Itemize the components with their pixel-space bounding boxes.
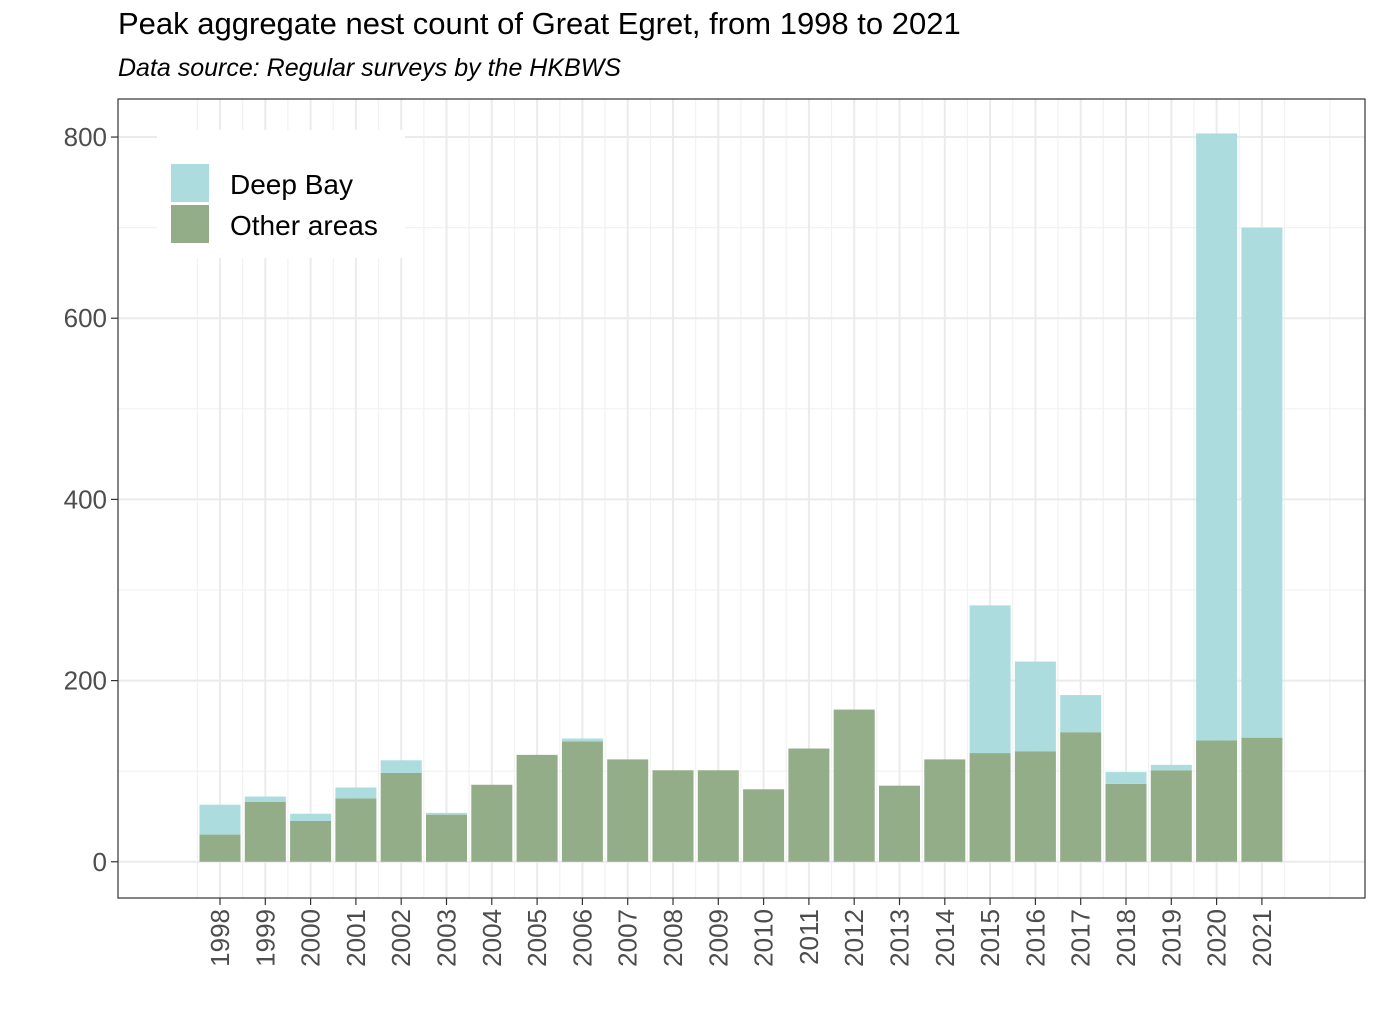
y-tick-label: 200 (64, 666, 107, 696)
bar-deep-bay-2001 (335, 787, 377, 799)
legend-label-deep-bay: Deep Bay (230, 169, 353, 200)
x-tick-label: 2001 (341, 909, 371, 967)
bar-deep-bay-2018 (1105, 772, 1147, 784)
x-tick-label: 2019 (1156, 909, 1186, 967)
bar-other-areas-1999 (244, 801, 286, 862)
x-tick-label: 1998 (205, 909, 235, 967)
bar-other-areas-2014 (924, 759, 966, 862)
bar-other-areas-2002 (380, 772, 422, 862)
bar-other-areas-2017 (1060, 732, 1102, 862)
bar-deep-bay-2020 (1196, 133, 1238, 741)
x-tick-label: 2014 (930, 909, 960, 967)
x-tick-label: 2003 (432, 909, 462, 967)
y-tick-label: 0 (93, 847, 107, 877)
chart-title: Peak aggregate nest count of Great Egret… (118, 6, 961, 41)
bar-other-areas-1998 (199, 834, 241, 862)
x-tick-label: 2000 (296, 909, 326, 967)
bar-other-areas-2009 (697, 770, 739, 862)
bar-deep-bay-2015 (969, 605, 1011, 754)
bar-deep-bay-1999 (244, 796, 286, 802)
x-tick-label: 2016 (1020, 909, 1050, 967)
x-tick-label: 2006 (567, 909, 597, 967)
x-axis: 1998 1999 2000 2001 2002 2003 2004 2005 2006 2007… (205, 898, 1277, 967)
y-tick-label: 600 (64, 303, 107, 333)
y-tick-label: 800 (64, 122, 107, 152)
x-tick-label: 2013 (885, 909, 915, 967)
bar-other-areas-2004 (471, 784, 513, 862)
bar-deep-bay-1998 (199, 804, 241, 835)
bar-deep-bay-2002 (380, 760, 422, 773)
bar-other-areas-2011 (788, 748, 830, 862)
bar-other-areas-2001 (335, 798, 377, 862)
bar-deep-bay-2021 (1241, 227, 1283, 738)
bar-other-areas-2008 (652, 770, 694, 862)
x-tick-label: 2004 (477, 909, 507, 967)
bar-other-areas-2015 (969, 753, 1011, 862)
x-tick-label: 2005 (522, 909, 552, 967)
bar-other-areas-2020 (1196, 740, 1238, 862)
x-tick-label: 2009 (703, 909, 733, 967)
legend-key-other-areas (171, 205, 209, 243)
x-tick-label: 2021 (1247, 909, 1277, 967)
bar-deep-bay-2003 (426, 812, 467, 815)
chart-subtitle: Data source: Regular surveys by the HKBW… (118, 54, 621, 82)
bar-deep-bay-2016 (1014, 661, 1056, 752)
bar-other-areas-2006 (561, 741, 603, 862)
x-tick-label: 2017 (1066, 909, 1096, 967)
grid-major (118, 99, 1365, 898)
legend-label-other-areas: Other areas (230, 210, 378, 241)
bar-other-areas-2018 (1105, 783, 1147, 862)
bar-other-areas-2012 (833, 709, 875, 862)
bar-other-areas-2000 (290, 820, 332, 862)
x-tick-label: 2011 (794, 909, 824, 965)
bar-other-areas-2013 (879, 785, 920, 862)
x-tick-label: 2012 (839, 909, 869, 967)
bar-other-areas-2016 (1014, 751, 1056, 862)
x-tick-label: 2008 (658, 909, 688, 967)
x-tick-label: 2007 (613, 909, 643, 967)
bar-other-areas-2007 (607, 759, 649, 862)
legend: Deep Bay Other areas (157, 130, 405, 258)
x-tick-label: 2010 (749, 909, 779, 967)
x-tick-label: 2002 (386, 909, 416, 967)
x-tick-label: 2018 (1111, 909, 1141, 967)
panel-border (117, 98, 1366, 899)
x-tick-label: 2020 (1202, 909, 1232, 967)
legend-key-deep-bay (171, 164, 209, 202)
bar-deep-bay-2017 (1060, 695, 1102, 733)
bar-deep-bay-2000 (290, 813, 332, 821)
bar-other-areas-2021 (1241, 737, 1283, 862)
y-tick-label: 400 (64, 484, 107, 514)
bar-other-areas-2010 (743, 789, 785, 862)
bars (199, 133, 1283, 862)
bar-other-areas-2005 (516, 754, 558, 862)
bar-deep-bay-2006 (561, 738, 603, 742)
x-tick-label: 2015 (975, 909, 1005, 967)
y-axis: 0 200 400 600 800 (64, 122, 118, 877)
bar-deep-bay-2019 (1150, 764, 1192, 771)
x-tick-label: 1999 (250, 909, 280, 967)
bar-other-areas-2003 (426, 814, 467, 862)
bar-other-areas-2019 (1150, 770, 1192, 862)
